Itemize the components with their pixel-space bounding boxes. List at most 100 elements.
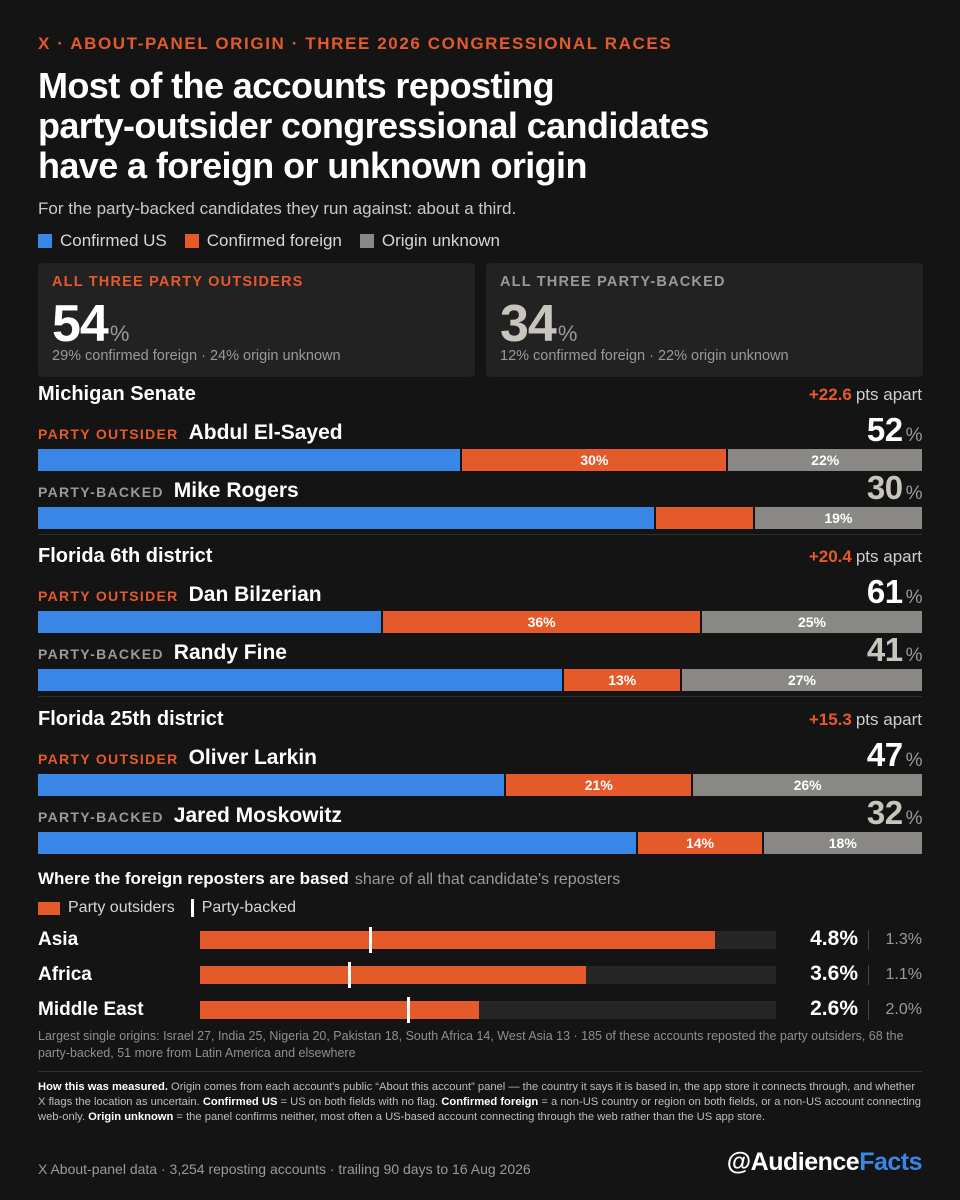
card-unit: %: [557, 321, 578, 346]
footer-source: X About-panel data · 3,254 reposting acc…: [38, 1161, 531, 1177]
method-text: = US on both fields with no flag.: [277, 1096, 442, 1109]
race-divider: [38, 534, 922, 535]
regions-title-text: Where the foreign reposters are based: [38, 869, 349, 888]
total-unit: %: [905, 425, 923, 446]
brand-audience: Audience: [750, 1148, 860, 1176]
legend-item-us: Confirmed US: [38, 231, 167, 251]
region-separator: [868, 1000, 869, 1020]
legend-swatch-foreign: [184, 234, 199, 248]
candidate-tag: PARTY OUTSIDER: [38, 751, 179, 767]
legend-swatch-outsiders: [38, 901, 60, 915]
total-value: 32: [866, 794, 903, 831]
legend-item-foreign: Confirmed foreign: [184, 231, 342, 251]
region-name: Africa: [38, 964, 92, 985]
race-gap-suffix: pts apart: [855, 547, 922, 566]
legend-label: Confirmed US: [60, 231, 167, 250]
card-value: 54%: [52, 293, 129, 365]
method-lead: How this was measured.: [38, 1081, 168, 1093]
region-bar-outsiders: [200, 1001, 479, 1019]
method-note: How this was measured. Origin comes from…: [38, 1080, 922, 1126]
total-value: 61: [866, 573, 903, 610]
region-marker-backed: [348, 962, 352, 988]
candidate-total: 61%: [866, 573, 923, 611]
summary-card-backed: ALL THREE PARTY-BACKED 34% 12% confirmed…: [486, 263, 923, 377]
region-track: [200, 927, 776, 953]
candidate-name: Abdul El-Sayed: [188, 421, 343, 444]
divider: [38, 1071, 922, 1072]
card-value: 34%: [500, 293, 578, 365]
legend-item-outsiders: Party outsiders: [38, 899, 175, 917]
brand-logo: @AudienceFacts: [726, 1148, 923, 1177]
candidate-tag: PARTY OUTSIDER: [38, 588, 179, 604]
legend-swatch-us: [38, 234, 52, 248]
stacked-bar: 13% 27%: [38, 669, 922, 691]
stacked-bar: 14% 18%: [38, 832, 922, 854]
candidate-outsider: PARTY OUTSIDER Oliver Larkin: [38, 746, 317, 770]
bar-seg-unknown: 22%: [728, 449, 922, 471]
legend-label: Origin unknown: [381, 231, 501, 250]
bar-seg-foreign: [656, 507, 753, 529]
legend-label: Party-backed: [201, 899, 296, 916]
card-number: 34: [500, 295, 557, 353]
kicker: X · ABOUT-PANEL ORIGIN · THREE 2026 CONG…: [38, 34, 673, 53]
region-track: [200, 962, 776, 988]
total-value: 30: [866, 469, 903, 506]
region-name: Asia: [38, 929, 79, 950]
candidate-tag: PARTY-BACKED: [38, 646, 164, 662]
title-line: have a foreign or unknown origin: [38, 145, 587, 186]
race-name: Michigan Senate: [38, 383, 196, 405]
region-value-outsiders: 2.6%: [810, 997, 858, 1020]
region-bar-outsiders: [200, 931, 715, 949]
region-bar-outsiders: [200, 966, 587, 984]
method-text: = a non-US country or region on both fie…: [38, 1096, 922, 1124]
candidate-total: 52%: [867, 411, 923, 449]
legend-swatch-unknown: [359, 234, 374, 248]
race-gap-value: +20.4: [808, 547, 852, 566]
card-label: ALL THREE PARTY-BACKED: [500, 274, 726, 290]
bar-seg-unknown: 25%: [701, 611, 922, 633]
stacked-bar: 36% 25%: [38, 611, 922, 633]
candidate-total: 30%: [866, 469, 923, 507]
legend-label: Party outsiders: [68, 899, 175, 916]
race-name: Florida 25th district: [38, 708, 224, 730]
origins-note: Largest single origins: Israel 27, India…: [38, 1029, 904, 1060]
region-value-backed: 2.0%: [885, 1001, 922, 1018]
summary-card-outsiders: ALL THREE PARTY OUTSIDERS 54% 29% confir…: [38, 263, 475, 377]
subtitle: For the party-backed candidates they run…: [38, 199, 517, 218]
method-key: Confirmed US: [202, 1096, 278, 1109]
candidate-tag: PARTY-BACKED: [38, 809, 164, 825]
bar-seg-us: [38, 507, 654, 529]
bar-seg-unknown: 18%: [763, 832, 922, 854]
race-gap-suffix: pts apart: [855, 710, 922, 729]
candidate-backed: PARTY-BACKED Mike Rogers: [38, 479, 299, 503]
candidate-total: 32%: [866, 794, 923, 832]
race-gap-value: +15.3: [808, 710, 852, 729]
candidate-total: 41%: [867, 631, 923, 669]
candidate-backed: PARTY-BACKED Jared Moskowitz: [38, 804, 342, 828]
stacked-bar: 19%: [38, 507, 922, 529]
title-line: party-outsider congressional candidates: [38, 105, 709, 146]
stacked-bar: 21% 26%: [38, 774, 922, 796]
race-gap: +20.4 pts apart: [809, 547, 922, 567]
region-value-outsiders: 4.8%: [810, 927, 858, 950]
race-gap-value: +22.6: [808, 385, 852, 404]
bar-seg-unknown: 27%: [681, 669, 922, 691]
bar-seg-unknown: 26%: [693, 774, 922, 796]
race-name: Florida 6th district: [38, 545, 213, 567]
brand-at: @: [726, 1148, 751, 1176]
brand-facts: Facts: [859, 1148, 922, 1176]
region-value-outsiders: 3.6%: [810, 962, 858, 985]
bar-seg-foreign: 13%: [564, 669, 680, 691]
card-number: 54: [52, 295, 109, 353]
candidate-outsider: PARTY OUTSIDER Abdul El-Sayed: [38, 421, 343, 445]
candidate-tag: PARTY OUTSIDER: [38, 426, 179, 442]
candidate-name: Dan Bilzerian: [188, 583, 322, 606]
legend: Confirmed US Confirmed foreign Origin un…: [38, 231, 500, 251]
total-unit: %: [905, 808, 923, 829]
card-note: 29% confirmed foreign · 24% origin unkno…: [52, 348, 341, 364]
bar-seg-foreign: 36%: [383, 611, 700, 633]
bar-seg-us: [38, 611, 382, 633]
region-marker-backed: [406, 997, 410, 1023]
regions-subtitle: share of all that candidate's reposters: [354, 871, 621, 888]
bar-seg-us: [38, 832, 637, 854]
